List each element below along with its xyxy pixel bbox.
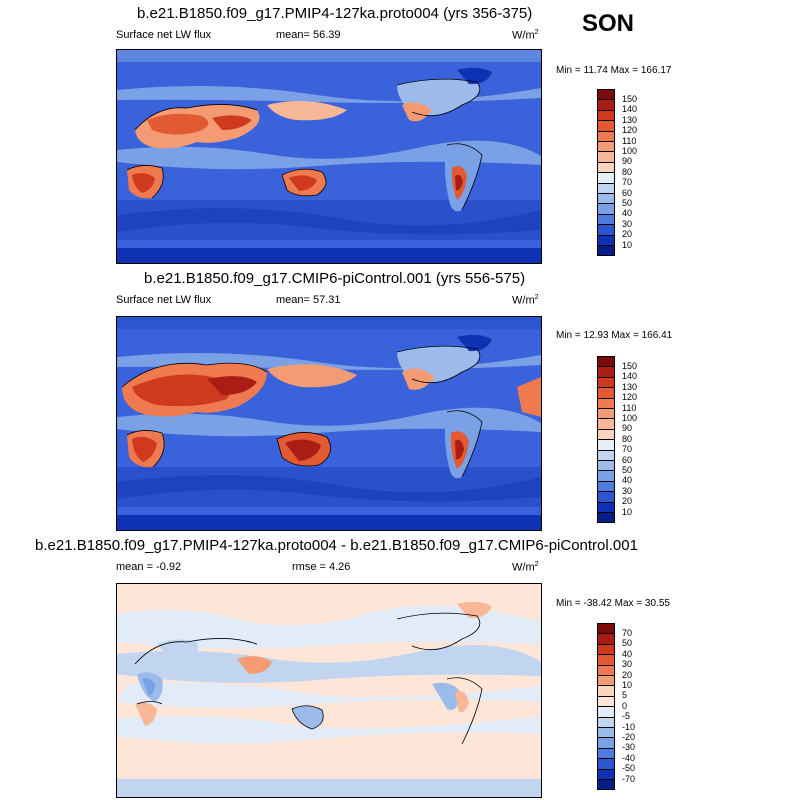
colorbar-swatch	[597, 245, 615, 257]
colorbar-tick-label: 70	[622, 627, 633, 638]
colorbar-tick-label: 50	[622, 638, 633, 649]
colorbar-tick-label: 120	[622, 125, 638, 136]
colorbar-tick-label: 10	[622, 239, 633, 250]
panel1-minmax: Min = 11.74 Max = 166.17	[556, 65, 672, 76]
colorbar-tick-label: 150	[622, 360, 638, 371]
colorbar-tick-label: 80	[622, 166, 633, 177]
panel2-title: b.e21.B1850.f09_g17.CMIP6-piControl.001 …	[144, 270, 526, 287]
colorbar-tick-label: -70	[622, 773, 636, 784]
colorbar-tick-label: 20	[622, 496, 633, 507]
colorbar-tick-label: 0	[622, 700, 628, 711]
panel2-map-field	[117, 317, 541, 530]
panel2-field-label: Surface net LW flux	[116, 294, 212, 306]
colorbar-tick-label: 30	[622, 218, 633, 229]
colorbar-tick-label: 40	[622, 475, 633, 486]
colorbar-tick-label: 10	[622, 679, 633, 690]
colorbar-tick-label: 5	[622, 690, 628, 701]
colorbar-tick-label: 30	[622, 659, 633, 670]
colorbar-tick-label: 30	[622, 485, 633, 496]
colorbar-tick-label: 70	[622, 177, 633, 188]
panel1-units: W/m2	[512, 29, 539, 42]
colorbar-tick-label: 20	[622, 669, 633, 680]
colorbar-tick-label: 140	[622, 104, 638, 115]
colorbar-tick-label: -10	[622, 721, 636, 732]
colorbar-tick-label: 150	[622, 93, 638, 104]
colorbar-tick-label: -30	[622, 742, 636, 753]
panel1-mean-label: mean= 56.39	[276, 29, 341, 41]
panel1-title: b.e21.B1850.f09_g17.PMIP4-127ka.proto004…	[137, 5, 533, 22]
colorbar-tick-label: 50	[622, 197, 633, 208]
colorbar-tick-label: 50	[622, 464, 633, 475]
panel2-map	[116, 316, 542, 531]
colorbar-swatch	[597, 779, 615, 791]
panel1-field-label: Surface net LW flux	[116, 29, 212, 41]
colorbar-tick-label: -40	[622, 752, 636, 763]
panel1-map	[116, 49, 542, 264]
colorbar-tick-label: 140	[622, 371, 638, 382]
colorbar-tick-label: 100	[622, 145, 638, 156]
colorbar-tick-label: 110	[622, 402, 637, 413]
colorbar-tick-label: 90	[622, 423, 633, 434]
colorbar-tick-label: 130	[622, 114, 638, 125]
colorbar-tick-label: 40	[622, 648, 633, 659]
panel3-units: W/m2	[512, 561, 539, 574]
colorbar-tick-label: 20	[622, 229, 633, 240]
colorbar-tick-label: 90	[622, 156, 633, 167]
panel2-mean-label: mean= 57.31	[276, 294, 341, 306]
colorbar-tick-label: 100	[622, 412, 638, 423]
colorbar-tick-label: 120	[622, 392, 638, 403]
panel1-map-field	[117, 50, 541, 263]
colorbar-tick-label: -20	[622, 731, 636, 742]
colorbar-tick-label: -5	[622, 711, 631, 722]
colorbar-tick-label: 80	[622, 433, 633, 444]
panel3-mean-label: mean = -0.92	[116, 561, 182, 573]
season-label: SON	[582, 10, 635, 37]
colorbar-tick-label: 130	[622, 381, 638, 392]
colorbar-tick-label: 60	[622, 454, 633, 465]
colorbar-tick-label: 10	[622, 506, 633, 517]
colorbar-tick-label: 70	[622, 444, 633, 455]
colorbar-tick-label: 60	[622, 187, 633, 198]
panel3-title: b.e21.B1850.f09_g17.PMIP4-127ka.proto004…	[35, 537, 638, 554]
colorbar-tick-label: -50	[622, 763, 636, 774]
panel3-minmax: Min = -38.42 Max = 30.55	[556, 598, 670, 609]
colorbar-tick-label: 40	[622, 208, 633, 219]
panel2-units: W/m2	[512, 294, 539, 307]
panel3-map-field	[117, 601, 541, 797]
panel3-map	[116, 583, 542, 798]
panel2-minmax: Min = 12.93 Max = 166.41	[556, 330, 673, 341]
colorbar-swatch	[597, 512, 615, 524]
colorbar-tick-label: 110	[622, 135, 637, 146]
panel3-rmse-label: rmse = 4.26	[292, 561, 351, 573]
